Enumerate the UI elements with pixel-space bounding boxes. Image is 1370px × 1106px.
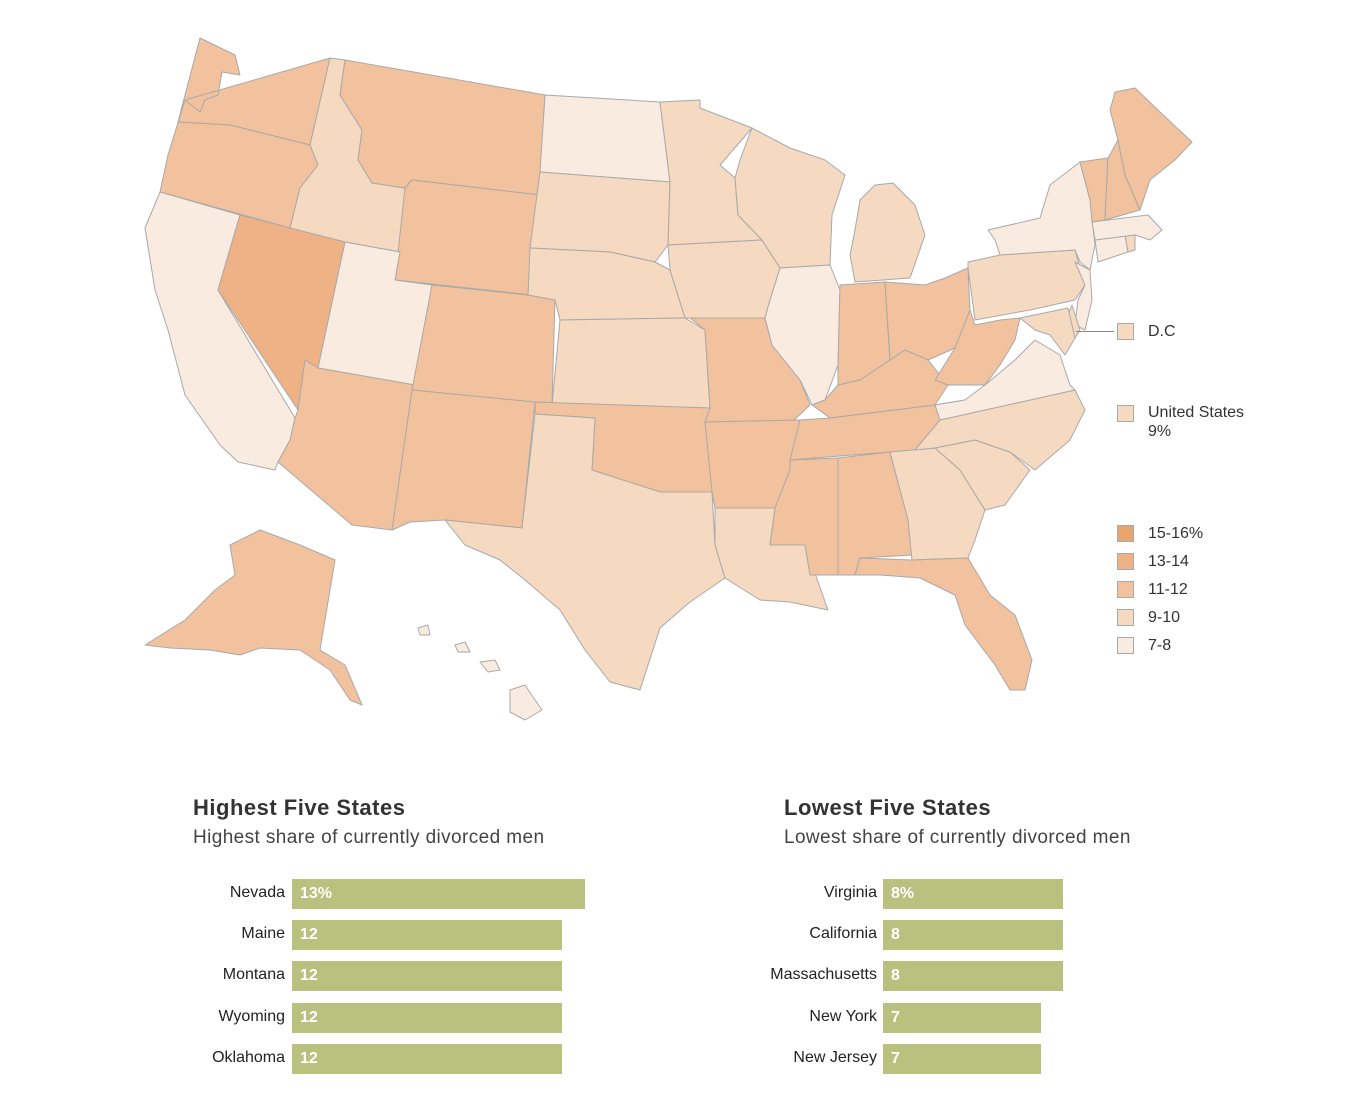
bar: 8%	[883, 879, 1063, 909]
legend-bin-label: 11-12	[1148, 581, 1188, 598]
state-massachusetts[interactable]	[1091, 214, 1163, 241]
state-wyoming[interactable]	[394, 179, 541, 296]
state-california[interactable]	[144, 191, 296, 471]
legend-bin-label: 15-16%	[1148, 525, 1204, 542]
state-vermont[interactable]	[1079, 157, 1109, 223]
state-maryland[interactable]	[1019, 307, 1076, 356]
bar-value-label: 7	[891, 1049, 900, 1067]
highest-title: Highest Five States	[193, 795, 406, 820]
bar-value-label: 8	[891, 926, 900, 944]
bar-state-label: Montana	[222, 966, 285, 984]
legend-bin-item: 15-16%	[1117, 525, 1203, 543]
legend-bin-swatch	[1117, 553, 1134, 570]
bar: 7	[883, 1002, 1041, 1033]
bar-state-label: Virginia	[823, 884, 877, 901]
state-new-york[interactable]	[987, 161, 1096, 271]
legend-bin-item: 9-10	[1117, 609, 1180, 627]
legend-us-value: 9%	[1148, 423, 1172, 440]
dc-leader-line	[1076, 331, 1114, 332]
lowest-title: Lowest Five States	[784, 795, 992, 820]
state-alaska[interactable]	[144, 529, 363, 706]
legend-bin-swatch	[1117, 525, 1134, 542]
bar-value-label: 8	[891, 967, 900, 985]
bar-value-label: 12	[300, 926, 318, 944]
bar: 8	[883, 920, 1063, 951]
legend-us-swatch	[1117, 405, 1134, 422]
state-florida[interactable]	[854, 557, 1033, 691]
state-montana[interactable]	[339, 59, 546, 196]
bar-state-label: Maine	[241, 925, 285, 943]
bar-state-label: Nevada	[229, 884, 285, 901]
state-north-dakota[interactable]	[539, 94, 671, 183]
bar-value-label: 8%	[891, 885, 915, 902]
bar-state-label: New York	[809, 1007, 877, 1025]
state-michigan[interactable]	[849, 182, 926, 283]
bar: 12	[292, 1002, 562, 1033]
highest-subtitle: Highest share of currently divorced men	[193, 827, 545, 848]
state-colorado[interactable]	[411, 284, 556, 406]
legend-united-states: United States 9%	[1117, 404, 1245, 441]
state-kentucky[interactable]	[811, 349, 949, 419]
legend-us-label: United States	[1148, 404, 1245, 421]
legend-dc-label: D.C	[1148, 323, 1176, 340]
state-south-dakota[interactable]	[529, 171, 671, 263]
bar-value-label: 12	[300, 967, 318, 985]
bar-state-label: Wyoming	[218, 1007, 285, 1025]
bar-value-label: 7	[891, 1008, 900, 1026]
bar-value-label: 12	[300, 1049, 318, 1067]
bar: 8	[883, 961, 1063, 992]
bar: 12	[292, 920, 562, 951]
legend-bin-swatch	[1117, 581, 1134, 598]
bar: 12	[292, 1043, 562, 1074]
legend-bin-swatch	[1117, 609, 1134, 626]
legend-bin-label: 7-8	[1148, 637, 1172, 654]
legend-dc-swatch	[1117, 323, 1134, 340]
legend-bin-item: 13-14	[1117, 553, 1189, 571]
legend-bin-label: 13-14	[1148, 553, 1189, 570]
us-choropleth-map	[144, 37, 1193, 721]
state-kansas[interactable]	[551, 317, 711, 409]
state-new-mexico[interactable]	[391, 389, 536, 531]
legend-bin-swatch	[1117, 637, 1134, 654]
bar-state-label: New Jersey	[793, 1048, 877, 1066]
bar-state-label: Massachusetts	[770, 966, 877, 984]
bar-state-label: California	[809, 925, 877, 943]
bar-value-label: 13%	[300, 885, 333, 902]
state-iowa[interactable]	[667, 239, 781, 319]
state-west-virginia[interactable]	[934, 309, 1021, 386]
legend-bin-label: 9-10	[1148, 609, 1181, 626]
state-hawaii[interactable]	[417, 624, 543, 721]
bar: 12	[292, 961, 562, 992]
legend-bin-item: 11-12	[1117, 581, 1188, 599]
state-maine[interactable]	[1109, 87, 1193, 211]
lowest-subtitle: Lowest share of currently divorced men	[784, 827, 1131, 848]
bar-state-label: Oklahoma	[212, 1048, 285, 1066]
highest-panel: Highest Five States Highest share of cur…	[193, 795, 544, 849]
state-virginia[interactable]	[934, 339, 1076, 421]
bar: 13%	[292, 879, 585, 909]
legend-dc: D.C	[1117, 323, 1176, 341]
legend-bin-item: 7-8	[1117, 637, 1171, 655]
state-texas[interactable]	[444, 413, 726, 691]
bar-value-label: 12	[300, 1008, 318, 1026]
state-new-jersey[interactable]	[1074, 261, 1093, 331]
bar: 7	[883, 1043, 1041, 1074]
lowest-panel: Lowest Five States Lowest share of curre…	[784, 795, 1131, 849]
